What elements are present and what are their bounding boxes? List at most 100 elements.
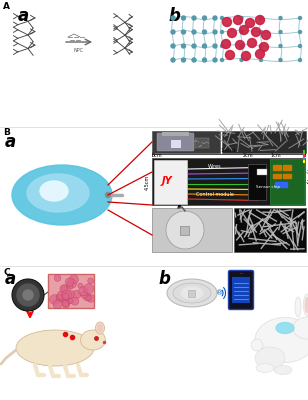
Ellipse shape [295, 297, 301, 317]
Ellipse shape [40, 181, 68, 201]
FancyBboxPatch shape [234, 208, 306, 252]
Circle shape [298, 30, 302, 34]
Text: -2: -2 [306, 180, 308, 184]
Circle shape [83, 293, 91, 301]
Circle shape [260, 44, 262, 48]
Circle shape [81, 291, 88, 298]
Circle shape [67, 279, 77, 288]
Circle shape [192, 30, 196, 34]
Text: b: b [158, 270, 170, 288]
Circle shape [225, 50, 234, 60]
Text: b: b [168, 7, 180, 25]
FancyBboxPatch shape [48, 274, 94, 308]
Bar [283, 165, 291, 170]
Circle shape [240, 58, 243, 62]
Circle shape [260, 58, 262, 62]
Circle shape [61, 294, 69, 302]
Circle shape [236, 40, 245, 50]
Circle shape [228, 28, 237, 38]
Ellipse shape [255, 318, 308, 362]
Circle shape [221, 30, 224, 34]
Circle shape [181, 58, 185, 62]
Circle shape [23, 290, 33, 300]
Circle shape [53, 300, 62, 309]
Circle shape [298, 58, 302, 62]
FancyBboxPatch shape [162, 132, 189, 136]
Circle shape [171, 16, 175, 20]
Circle shape [260, 42, 269, 52]
Circle shape [66, 290, 74, 298]
Circle shape [79, 286, 88, 296]
Text: ®: ® [217, 290, 224, 296]
Circle shape [213, 58, 217, 62]
Text: a: a [5, 133, 16, 151]
Text: d: d [168, 205, 180, 223]
Circle shape [88, 278, 94, 284]
Bar [273, 165, 281, 170]
Bar [275, 182, 287, 187]
Circle shape [54, 275, 61, 282]
Circle shape [260, 16, 262, 20]
Circle shape [69, 275, 79, 284]
Circle shape [181, 16, 185, 20]
Circle shape [181, 30, 185, 34]
Circle shape [61, 285, 68, 292]
Text: C: C [3, 268, 10, 277]
Circle shape [240, 30, 243, 34]
Circle shape [248, 38, 257, 48]
Circle shape [71, 297, 79, 305]
Ellipse shape [181, 287, 203, 299]
Ellipse shape [12, 165, 112, 225]
FancyBboxPatch shape [157, 133, 194, 151]
Ellipse shape [276, 322, 294, 334]
Circle shape [62, 290, 71, 300]
Text: B: B [3, 128, 10, 137]
Circle shape [62, 300, 70, 308]
Circle shape [63, 300, 69, 307]
Circle shape [256, 50, 265, 58]
Bar [188, 290, 195, 297]
Circle shape [241, 52, 250, 60]
Circle shape [240, 26, 249, 34]
Circle shape [202, 16, 206, 20]
Circle shape [240, 44, 243, 48]
Circle shape [221, 58, 224, 62]
Circle shape [56, 294, 64, 302]
FancyBboxPatch shape [248, 164, 266, 200]
Ellipse shape [173, 283, 211, 303]
Text: Control module: Control module [196, 192, 234, 197]
FancyBboxPatch shape [152, 131, 220, 153]
Circle shape [213, 30, 217, 34]
Circle shape [213, 16, 217, 20]
Ellipse shape [274, 366, 292, 374]
Circle shape [87, 294, 95, 302]
Circle shape [245, 18, 254, 28]
Circle shape [86, 295, 91, 300]
Circle shape [222, 18, 232, 26]
Circle shape [192, 44, 196, 48]
Text: A: A [3, 2, 10, 11]
Ellipse shape [98, 324, 103, 332]
Ellipse shape [167, 279, 217, 307]
Circle shape [68, 298, 73, 304]
Ellipse shape [305, 298, 308, 312]
Circle shape [17, 284, 39, 306]
Text: 14cm: 14cm [220, 148, 236, 153]
Circle shape [192, 58, 196, 62]
Circle shape [298, 44, 302, 48]
Circle shape [56, 294, 63, 301]
Circle shape [298, 16, 302, 20]
Circle shape [221, 44, 224, 48]
Circle shape [60, 285, 68, 293]
Text: a: a [18, 7, 29, 25]
Text: c: c [168, 156, 178, 174]
Circle shape [65, 278, 74, 286]
Text: 4.5cm: 4.5cm [145, 174, 150, 190]
Circle shape [279, 16, 282, 20]
Text: NPC: NPC [74, 48, 84, 53]
Ellipse shape [303, 294, 308, 316]
FancyBboxPatch shape [195, 138, 209, 148]
Circle shape [63, 293, 69, 300]
Circle shape [213, 44, 217, 48]
Circle shape [240, 16, 243, 20]
